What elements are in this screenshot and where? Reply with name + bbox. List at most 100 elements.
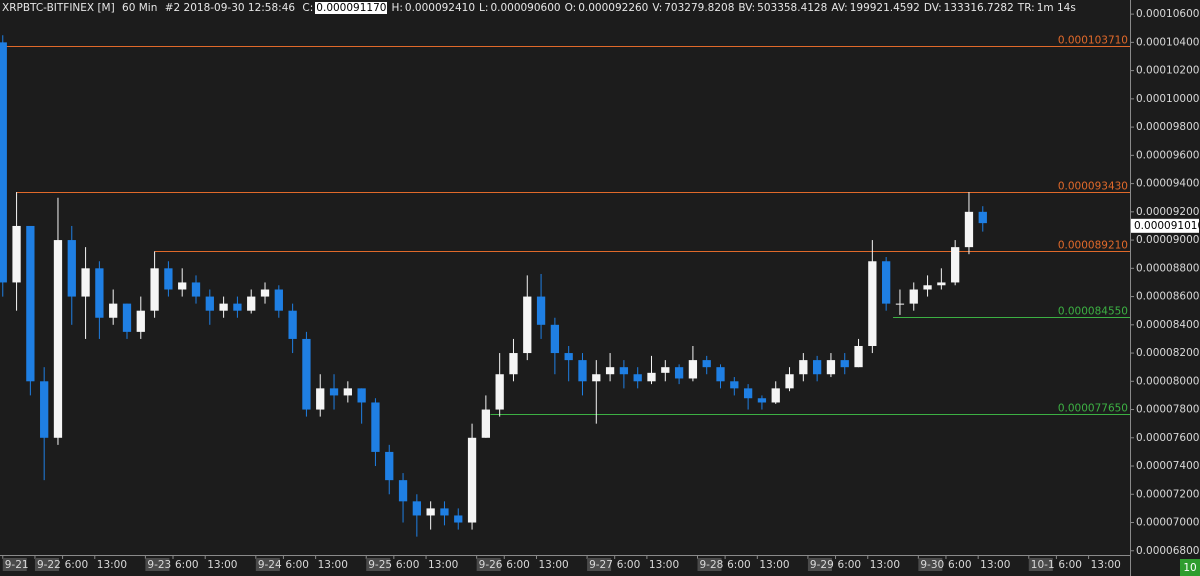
candle-body	[454, 515, 463, 523]
candle-body	[509, 353, 518, 375]
candle-body	[0, 42, 7, 283]
candle-body	[812, 360, 822, 375]
candle-body	[771, 388, 780, 403]
day-label-bg	[145, 558, 170, 571]
interval: 60 Min	[122, 2, 158, 14]
y-tick-label: 0.0000900000	[1136, 234, 1200, 246]
level-label: 0.000077650	[1058, 403, 1128, 415]
candle-body	[440, 508, 449, 516]
x-tick-label: 9-27	[589, 559, 613, 571]
candle-body	[178, 282, 187, 290]
y-tick-label: 0.0000940000	[1136, 178, 1200, 190]
candle-body	[316, 388, 325, 410]
field-value: 1m 14s	[1036, 2, 1076, 14]
day-label-bg	[1028, 558, 1053, 571]
day-label-bg	[34, 558, 59, 571]
field-label: C:	[302, 2, 314, 14]
candle-body	[523, 296, 532, 354]
candle-body	[95, 268, 104, 318]
x-tick-label: 6:00	[285, 559, 309, 571]
candle-body	[868, 261, 877, 346]
x-tick-label: 6:00	[506, 559, 530, 571]
y-tick-label: 0.0000840000	[1136, 319, 1200, 331]
y-tick-label: 0.0001020000	[1136, 65, 1200, 77]
candle-body	[109, 303, 118, 318]
y-tick-label: 0.0000980000	[1136, 121, 1200, 133]
field-value: 503358.4128	[757, 2, 828, 14]
x-tick-label: 13:00	[870, 559, 900, 571]
header: XRPBTC-BITFINEX [M] 60 Min #2 2018-09-30…	[2, 1, 1080, 15]
candle-body	[730, 381, 739, 389]
candle-body	[937, 282, 946, 286]
candle-body	[412, 501, 421, 516]
candle-body	[122, 303, 132, 332]
candle-body	[150, 268, 159, 311]
x-tick-label: 6:00	[838, 559, 862, 571]
field-label: V:	[652, 2, 663, 14]
x-tick-label: 13:00	[649, 559, 679, 571]
y-tick-label: 0.0000700000	[1136, 517, 1200, 529]
x-tick-label: 13:00	[759, 559, 789, 571]
candle-body	[564, 353, 573, 361]
candle-body	[288, 310, 297, 339]
candle-body	[619, 367, 629, 375]
field-label: AV:	[831, 2, 848, 14]
x-tick-label: 13:00	[318, 559, 348, 571]
candle-body	[260, 289, 270, 297]
candle-body	[633, 374, 642, 382]
candle-body	[578, 360, 587, 382]
field-label: H:	[391, 2, 403, 14]
candle-body	[661, 367, 670, 373]
candle-body	[826, 360, 836, 375]
candle-body	[716, 367, 725, 382]
y-tick-label: 0.0000920000	[1136, 206, 1200, 218]
candle-body	[647, 372, 656, 382]
candle-body	[895, 303, 905, 305]
candle-body	[247, 296, 256, 311]
level-label: 0.000093430	[1058, 181, 1128, 193]
y-tick-label: 0.0000720000	[1136, 488, 1200, 500]
candle-body	[205, 296, 214, 311]
candle-body	[357, 388, 366, 403]
candle-body	[840, 360, 849, 368]
candle-body	[592, 374, 601, 382]
candle-body	[923, 285, 932, 290]
candle-body	[371, 402, 380, 452]
x-tick-label: 9-22	[37, 559, 61, 571]
candle-body	[702, 360, 711, 368]
candle-body	[743, 388, 753, 399]
candle-body	[426, 508, 435, 516]
candle-body	[481, 409, 491, 438]
field-value: 0.000092260	[578, 2, 649, 14]
candle-body	[274, 289, 283, 311]
candle-body	[81, 268, 90, 297]
x-tick-label: 6:00	[65, 559, 89, 571]
candle-body	[329, 388, 339, 396]
candle-body	[605, 367, 615, 375]
x-tick-label: 6:00	[1058, 559, 1082, 571]
candle-body	[854, 345, 863, 368]
x-tick-label: 13:00	[428, 559, 458, 571]
candle-body	[53, 240, 63, 438]
candle-body	[951, 247, 960, 283]
x-tick-label: 9-28	[700, 559, 724, 571]
badge: 10	[1183, 562, 1196, 574]
field-value: 0.000092410	[404, 2, 476, 14]
x-tick-label: 6:00	[396, 559, 420, 571]
candle-body	[757, 398, 767, 403]
x-tick-label: 9-29	[810, 559, 834, 571]
candle-body	[191, 282, 201, 297]
y-tick-label: 0.0000740000	[1136, 460, 1200, 472]
candle-body	[40, 381, 49, 438]
y-tick-label: 0.0001040000	[1136, 36, 1200, 48]
candle-body	[978, 211, 987, 224]
x-tick-label: 13:00	[97, 559, 127, 571]
x-tick-label: 13:00	[980, 559, 1010, 571]
candle-body	[536, 296, 546, 325]
day-label-bg	[476, 558, 501, 571]
candle-body	[964, 211, 974, 248]
y-tick-label: 0.0000860000	[1136, 291, 1200, 303]
field-value: 0.000090600	[490, 2, 561, 14]
level-label: 0.000089210	[1058, 240, 1128, 252]
candle-body	[136, 310, 145, 332]
